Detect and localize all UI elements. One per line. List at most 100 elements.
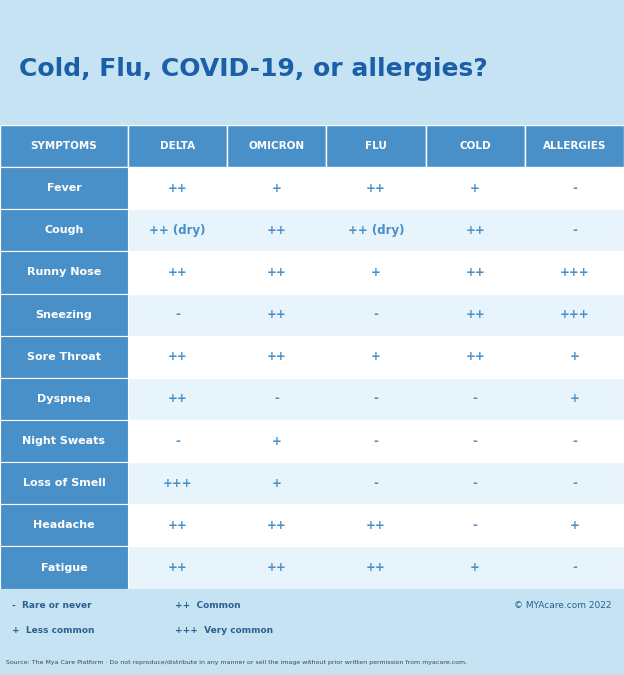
Text: +: + — [272, 477, 281, 489]
Circle shape — [74, 348, 96, 365]
Text: +: + — [371, 350, 381, 363]
Text: +: + — [470, 182, 480, 194]
Circle shape — [321, 248, 343, 265]
Text: -: - — [572, 561, 577, 574]
Text: -: - — [473, 477, 477, 489]
Text: -: - — [572, 435, 577, 448]
Text: ++  Common: ++ Common — [175, 601, 240, 610]
Text: ++: ++ — [267, 224, 286, 237]
Circle shape — [468, 470, 480, 480]
Text: ++: ++ — [168, 266, 187, 279]
Text: +++: +++ — [560, 308, 589, 321]
Text: -: - — [473, 519, 477, 532]
Text: ++: ++ — [267, 561, 286, 574]
Text: +++: +++ — [163, 477, 192, 489]
FancyBboxPatch shape — [128, 462, 624, 504]
Circle shape — [543, 410, 555, 419]
Text: -: - — [374, 477, 378, 489]
Text: ALLERGIES: ALLERGIES — [543, 141, 606, 151]
FancyBboxPatch shape — [0, 462, 128, 504]
Text: -: - — [374, 392, 378, 406]
FancyBboxPatch shape — [227, 125, 326, 167]
Text: ++: ++ — [168, 392, 187, 406]
Circle shape — [478, 440, 490, 450]
Text: ++: ++ — [168, 519, 187, 532]
Text: -: - — [572, 477, 577, 489]
Text: -: - — [175, 308, 180, 321]
FancyBboxPatch shape — [128, 378, 624, 420]
Text: Sore Throat: Sore Throat — [27, 352, 101, 362]
Text: ++: ++ — [466, 350, 485, 363]
FancyBboxPatch shape — [128, 547, 624, 589]
Text: -  Rare or never: - Rare or never — [12, 601, 92, 610]
Text: Source: The Mya Care Platform · Do not reproduce/distribute in any manner or sel: Source: The Mya Care Platform · Do not r… — [6, 659, 467, 665]
Circle shape — [505, 522, 518, 532]
Text: +: + — [570, 350, 579, 363]
Text: +  Less common: + Less common — [12, 626, 95, 635]
Text: +++: +++ — [560, 266, 589, 279]
Text: +: + — [272, 182, 281, 194]
FancyBboxPatch shape — [0, 294, 128, 335]
FancyBboxPatch shape — [128, 209, 624, 251]
Circle shape — [608, 440, 620, 450]
Circle shape — [131, 248, 154, 265]
Circle shape — [580, 418, 593, 427]
Text: +: + — [570, 519, 579, 532]
Text: SYMPTOMS: SYMPTOMS — [31, 141, 97, 151]
Circle shape — [260, 224, 282, 240]
Text: Fever: Fever — [47, 183, 81, 193]
FancyBboxPatch shape — [128, 251, 624, 294]
Text: Night Sweats: Night Sweats — [22, 436, 105, 446]
Text: Cough: Cough — [44, 225, 84, 236]
Text: ++: ++ — [267, 519, 286, 532]
Text: ++ (dry): ++ (dry) — [348, 224, 404, 237]
Circle shape — [192, 473, 215, 489]
FancyBboxPatch shape — [326, 125, 426, 167]
Text: Dyspnea: Dyspnea — [37, 394, 91, 404]
Text: COLD: COLD — [459, 141, 491, 151]
Text: +: + — [470, 561, 480, 574]
FancyBboxPatch shape — [0, 335, 128, 378]
Text: -: - — [572, 224, 577, 237]
Text: Fatigue: Fatigue — [41, 562, 87, 572]
FancyBboxPatch shape — [128, 167, 624, 209]
FancyBboxPatch shape — [128, 420, 624, 462]
Circle shape — [321, 448, 343, 465]
Text: ++: ++ — [168, 561, 187, 574]
Ellipse shape — [493, 429, 605, 521]
FancyBboxPatch shape — [128, 125, 227, 167]
Text: +++  Very common: +++ Very common — [175, 626, 273, 635]
Text: +: + — [570, 392, 579, 406]
Text: ++: ++ — [366, 519, 386, 532]
Text: -: - — [374, 308, 378, 321]
Circle shape — [478, 500, 490, 510]
FancyBboxPatch shape — [128, 504, 624, 547]
FancyBboxPatch shape — [0, 251, 128, 294]
Circle shape — [580, 522, 593, 532]
Circle shape — [89, 293, 111, 310]
Circle shape — [131, 448, 154, 465]
Text: ++: ++ — [267, 308, 286, 321]
Circle shape — [378, 348, 401, 365]
Text: Runny Nose: Runny Nose — [27, 267, 101, 277]
Text: -: - — [275, 392, 279, 406]
Circle shape — [89, 404, 111, 421]
FancyBboxPatch shape — [0, 167, 128, 209]
Circle shape — [260, 473, 282, 489]
Text: ++: ++ — [466, 308, 485, 321]
Text: DELTA: DELTA — [160, 141, 195, 151]
FancyBboxPatch shape — [0, 420, 128, 462]
Circle shape — [618, 470, 624, 480]
Text: -: - — [473, 392, 477, 406]
FancyBboxPatch shape — [0, 209, 128, 251]
FancyBboxPatch shape — [0, 504, 128, 547]
FancyBboxPatch shape — [128, 335, 624, 378]
Text: Sneezing: Sneezing — [36, 310, 92, 319]
Circle shape — [363, 404, 386, 421]
FancyBboxPatch shape — [0, 125, 128, 167]
Text: ++: ++ — [366, 182, 386, 194]
Text: Loss of Smell: Loss of Smell — [22, 478, 105, 488]
Text: ++: ++ — [267, 266, 286, 279]
Text: +: + — [272, 435, 281, 448]
Text: ++ (dry): ++ (dry) — [149, 224, 206, 237]
